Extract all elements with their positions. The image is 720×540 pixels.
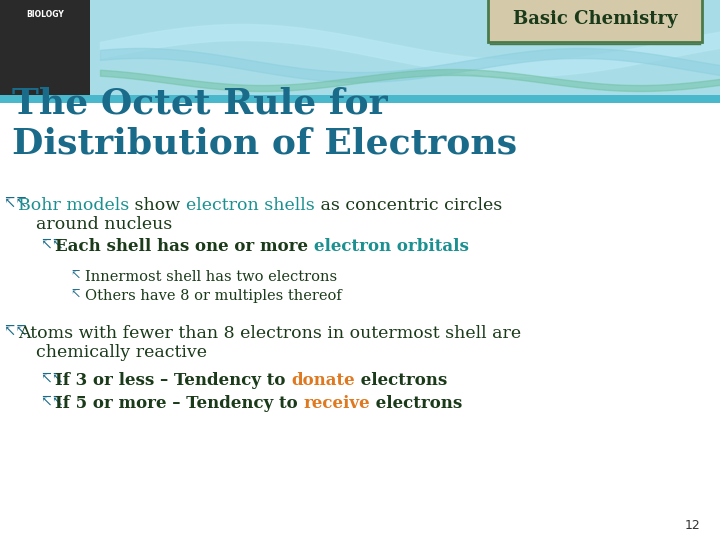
Text: 12: 12 <box>684 519 700 532</box>
Text: Atoms with fewer than 8 electrons in outermost shell are: Atoms with fewer than 8 electrons in out… <box>18 325 521 342</box>
FancyBboxPatch shape <box>488 0 702 42</box>
Bar <box>0 0 90 95</box>
Text: donate: donate <box>291 372 355 389</box>
Text: ↸↸: ↸↸ <box>40 395 64 409</box>
Bar <box>0 95 720 103</box>
Text: ↸↸: ↸↸ <box>3 325 28 339</box>
Text: If 3 or less – Tendency to: If 3 or less – Tendency to <box>55 372 291 389</box>
Text: electrons: electrons <box>370 395 462 412</box>
Text: chemically reactive: chemically reactive <box>36 344 207 361</box>
Bar <box>0 0 720 95</box>
Text: If 5 or more – Tendency to: If 5 or more – Tendency to <box>55 395 303 412</box>
Text: show: show <box>130 197 186 214</box>
Text: ↸↸: ↸↸ <box>40 372 64 386</box>
Text: The Octet Rule for: The Octet Rule for <box>12 86 387 120</box>
Text: electrons: electrons <box>355 372 447 389</box>
Text: Distribution of Electrons: Distribution of Electrons <box>12 126 517 160</box>
Text: Others have 8 or multiples thereof: Others have 8 or multiples thereof <box>85 289 342 303</box>
Text: electron orbitals: electron orbitals <box>314 238 469 255</box>
Bar <box>0 95 720 540</box>
Text: Innermost shell has two electrons: Innermost shell has two electrons <box>85 270 337 284</box>
Text: receive: receive <box>303 395 370 412</box>
Text: ↸↸: ↸↸ <box>40 238 64 252</box>
Text: ↸: ↸ <box>70 270 81 283</box>
Text: ↸↸: ↸↸ <box>3 197 28 211</box>
Text: ↸: ↸ <box>70 289 81 302</box>
Text: BIOLOGY: BIOLOGY <box>26 10 64 19</box>
Text: Bohr models: Bohr models <box>18 197 130 214</box>
Text: around nucleus: around nucleus <box>36 216 172 233</box>
Text: Basic Chemistry: Basic Chemistry <box>513 10 678 28</box>
Text: electron shells: electron shells <box>186 197 315 214</box>
Text: Each shell has one or more: Each shell has one or more <box>55 238 314 255</box>
Text: as concentric circles: as concentric circles <box>315 197 502 214</box>
